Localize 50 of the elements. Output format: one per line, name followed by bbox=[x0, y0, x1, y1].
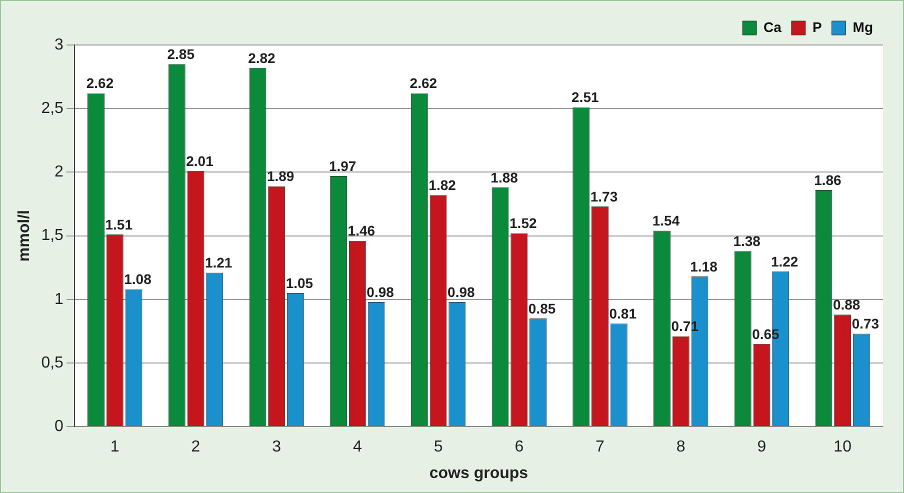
data-label: 1.86 bbox=[814, 172, 842, 188]
legend-label: Mg bbox=[852, 18, 874, 35]
data-label: 0.88 bbox=[832, 296, 860, 313]
x-tick-label: 6 bbox=[514, 438, 524, 456]
data-label: 1.05 bbox=[286, 274, 314, 291]
x-tick-label: 9 bbox=[757, 438, 766, 456]
data-label: 0.98 bbox=[448, 284, 475, 300]
x-axis-title: cows groups bbox=[429, 464, 528, 482]
legend-label: Ca bbox=[764, 18, 782, 35]
y-tick-label: 1 bbox=[54, 290, 64, 308]
data-label: 0.85 bbox=[528, 300, 556, 316]
data-label: 1.38 bbox=[733, 232, 761, 249]
x-tick-label: 5 bbox=[434, 438, 443, 456]
data-label: 2.51 bbox=[572, 89, 599, 106]
legend-label: P bbox=[812, 18, 822, 35]
data-label: 0.98 bbox=[366, 284, 394, 300]
y-tick-label: 3 bbox=[54, 36, 64, 54]
data-label: 2.62 bbox=[410, 75, 438, 92]
data-label: 0.73 bbox=[852, 316, 880, 332]
y-tick-label: 2 bbox=[54, 164, 64, 181]
data-label: 1.46 bbox=[348, 222, 376, 239]
x-tick-label: 10 bbox=[834, 438, 852, 456]
data-label: 1.52 bbox=[510, 215, 537, 232]
y-axis-title: mmol/l bbox=[16, 210, 34, 262]
data-label: 1.89 bbox=[266, 168, 294, 184]
data-label: 2.62 bbox=[86, 75, 114, 92]
x-tick-label: 1 bbox=[110, 438, 120, 456]
data-label: 1.21 bbox=[204, 254, 232, 271]
data-label: 0.81 bbox=[609, 305, 637, 322]
data-label: 2.01 bbox=[186, 152, 214, 169]
x-tick-label: 4 bbox=[352, 438, 362, 456]
data-label: 1.22 bbox=[770, 253, 798, 270]
data-label: 2.82 bbox=[248, 50, 276, 66]
x-tick-label: 2 bbox=[191, 438, 200, 456]
y-tick-label: 2,5 bbox=[41, 100, 64, 118]
data-label: 1.88 bbox=[490, 169, 518, 186]
y-tick-label: 0,5 bbox=[41, 354, 64, 372]
y-tick-label: 1,5 bbox=[41, 227, 64, 244]
x-tick-label: 3 bbox=[272, 438, 282, 456]
data-label: 1.18 bbox=[690, 258, 718, 274]
data-label: 2.85 bbox=[167, 46, 195, 62]
data-label: 1.73 bbox=[590, 188, 618, 204]
y-tick-label: 0 bbox=[54, 418, 64, 436]
data-label: 1.97 bbox=[328, 158, 356, 174]
x-tick-label: 8 bbox=[676, 438, 686, 456]
data-label: 1.54 bbox=[652, 212, 680, 229]
data-label: 1.82 bbox=[428, 176, 456, 193]
data-label: 1.08 bbox=[124, 271, 152, 288]
x-tick-label: 7 bbox=[596, 438, 605, 456]
data-label: 1.51 bbox=[105, 216, 133, 232]
